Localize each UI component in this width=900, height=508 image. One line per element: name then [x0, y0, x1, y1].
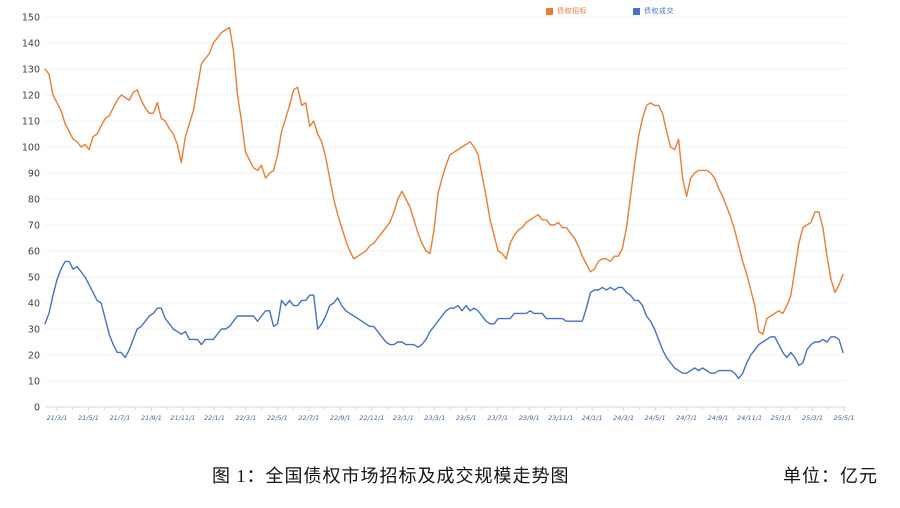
- legend-label-bidding: 债权招标: [557, 8, 587, 15]
- x-tick-label-3: 21/9/1: [141, 414, 162, 422]
- legend-item-bidding[interactable]: 债权招标: [546, 8, 587, 15]
- x-tick-label-22: 24/11/1: [737, 414, 762, 422]
- x-tick-label-21: 24/9/1: [708, 414, 729, 422]
- y-tick-label-130: 130: [22, 65, 40, 76]
- x-tick-label-23: 25/1/1: [771, 414, 792, 422]
- unit-label: 单位：亿元: [783, 466, 878, 486]
- y-tick-label-10: 10: [28, 377, 40, 388]
- figure-caption: 图 1：全国债权市场招标及成交规模走势图: [212, 466, 570, 486]
- y-tick-label-140: 140: [22, 39, 40, 50]
- x-tick-label-11: 23/1/1: [393, 414, 414, 422]
- series-line-bidding: [44, 26, 844, 335]
- y-tick-label-70: 70: [28, 221, 40, 232]
- x-tick-label-8: 22/7/1: [298, 414, 319, 422]
- trend-chart: 0 10 20 30 40 50 60 70 80 90 100 110 120 130 140 150 21/…: [22, 13, 855, 423]
- x-tick-label-10: 22/11/1: [359, 414, 384, 422]
- x-tick-label-20: 24/7/1: [676, 414, 697, 422]
- x-tick-label-14: 23/7/1: [487, 414, 508, 422]
- y-tick-label-120: 120: [22, 91, 40, 102]
- chart-area: 0 10 20 30 40 50 60 70 80 90 100 110 120 130 140 150 21/…: [22, 8, 855, 423]
- x-tick-label-7: 22/5/1: [267, 414, 288, 422]
- y-tick-label-80: 80: [28, 195, 40, 206]
- y-tick-label-20: 20: [28, 351, 40, 362]
- legend-item-transaction[interactable]: 债权成交: [633, 8, 674, 15]
- x-tick-label-0: 21/3/1: [47, 414, 68, 422]
- legend-swatch-transaction-icon: [633, 8, 640, 15]
- y-tick-label-30: 30: [28, 325, 40, 336]
- figure-caption-row: 图 1：全国债权市场招标及成交规模走势图 单位：亿元: [0, 434, 900, 488]
- x-tick-label-17: 24/1/1: [582, 414, 603, 422]
- x-tick-label-25: 25/5/1: [834, 414, 855, 422]
- y-tick-label-90: 90: [28, 169, 40, 180]
- y-tick-label-0: 0: [34, 403, 40, 414]
- x-tick-label-9: 22/9/1: [330, 414, 351, 422]
- x-tick-label-24: 25/3/1: [802, 414, 823, 422]
- y-tick-label-110: 110: [22, 117, 40, 128]
- x-tick-label-12: 23/3/1: [424, 414, 445, 422]
- x-tick-label-4: 21/11/1: [170, 414, 195, 422]
- legend-label-transaction: 债权成交: [644, 8, 674, 15]
- y-tick-label-100: 100: [22, 143, 40, 154]
- x-tick-label-2: 21/7/1: [109, 414, 130, 422]
- x-tick-label-18: 24/3/1: [613, 414, 634, 422]
- y-tick-label-60: 60: [28, 247, 40, 258]
- x-tick-label-13: 23/5/1: [456, 414, 477, 422]
- y-tick-label-40: 40: [28, 299, 40, 310]
- legend-swatch-bidding-icon: [546, 8, 553, 15]
- x-tick-label-16: 23/11/1: [548, 414, 573, 422]
- chart-legend: 债权招标 债权成交: [546, 8, 674, 15]
- x-tick-label-19: 24/5/1: [645, 414, 666, 422]
- x-tick-label-5: 22/1/1: [204, 414, 225, 422]
- x-tick-label-1: 21/5/1: [78, 414, 99, 422]
- x-tick-label-15: 23/9/1: [519, 414, 540, 422]
- y-tick-label-150: 150: [22, 13, 40, 24]
- y-tick-label-50: 50: [28, 273, 40, 284]
- x-tick-label-6: 22/3/1: [235, 414, 256, 422]
- series-line-transaction: [44, 260, 844, 380]
